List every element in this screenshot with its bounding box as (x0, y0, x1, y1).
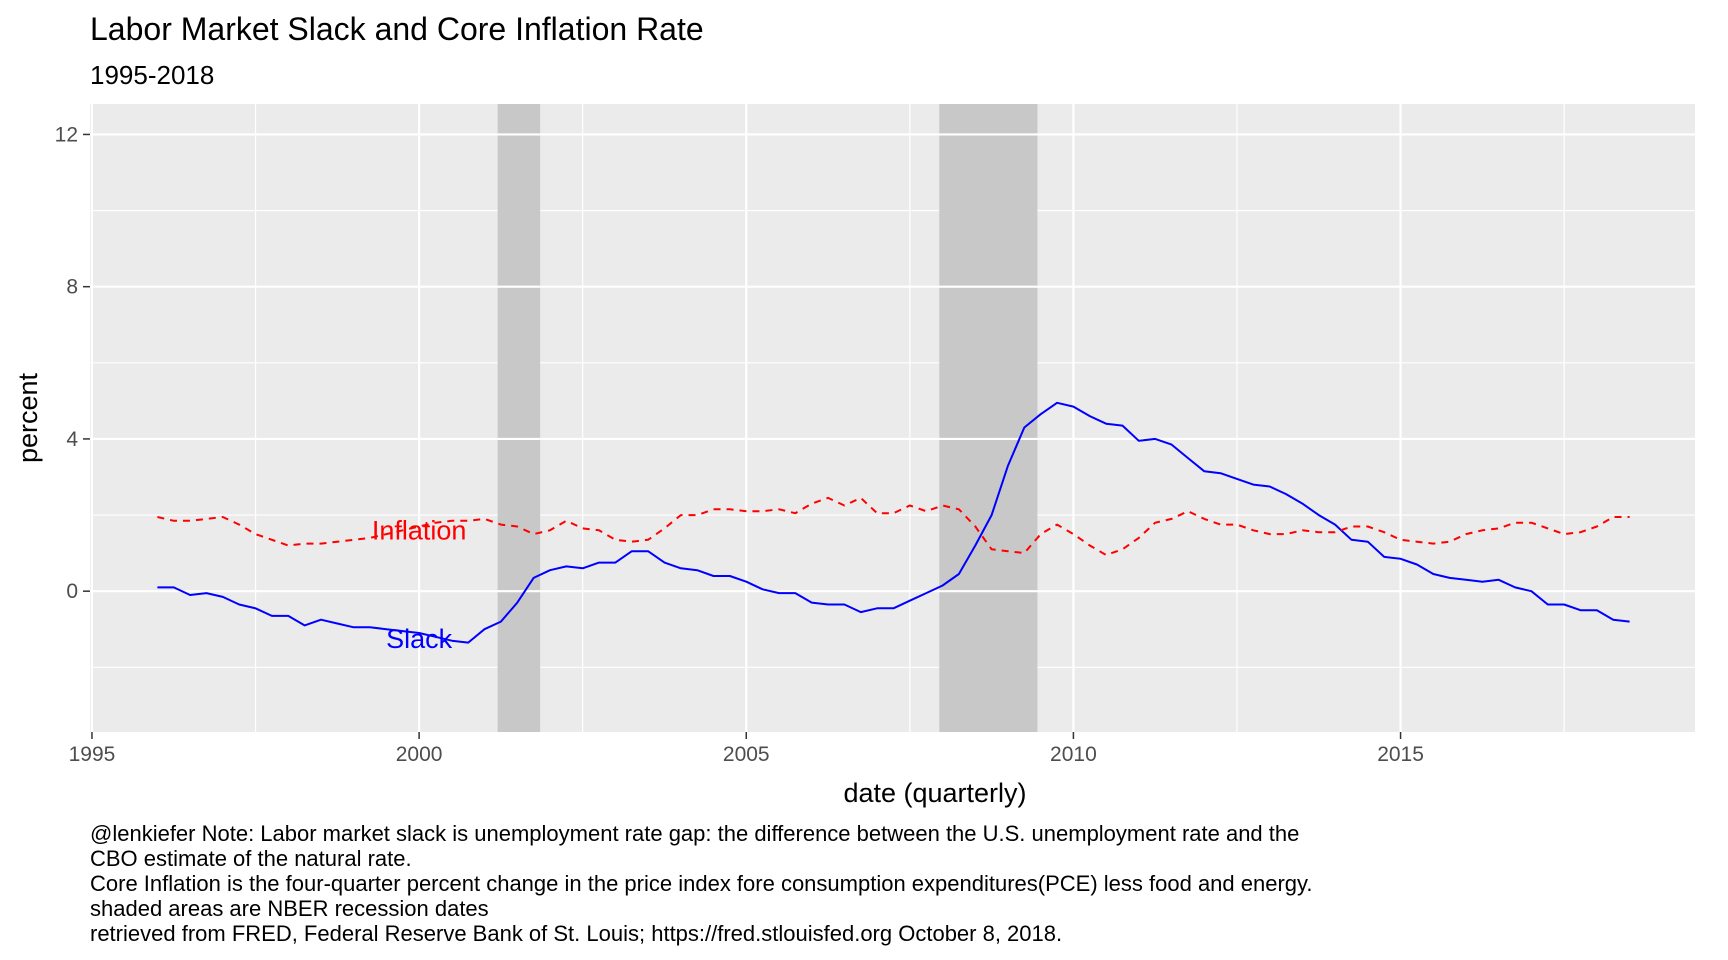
caption-line: shaded areas are NBER recession dates (90, 896, 489, 921)
series-layer (157, 401, 1630, 644)
series-labels: Slack Inflation (372, 515, 467, 653)
caption-line: Core Inflation is the four-quarter perce… (90, 871, 1313, 896)
caption-line: @lenkiefer Note: Labor market slack is u… (90, 821, 1299, 846)
series-line-slack (157, 401, 1630, 644)
recession-band (939, 104, 1038, 732)
y-axis: 0 4 8 12 (55, 123, 90, 603)
x-axis-title: date (quarterly) (843, 778, 1026, 808)
chart-subtitle: 1995-2018 (90, 60, 214, 90)
y-tick-label: 4 (66, 428, 78, 451)
recession-shading (497, 104, 1038, 732)
plot-panel (90, 104, 1695, 732)
caption-line: CBO estimate of the natural rate. (90, 846, 412, 871)
series-line-inflation (157, 496, 1630, 556)
x-axis: 1995 2000 2005 2010 2015 (69, 732, 1424, 766)
chart-caption: @lenkiefer Note: Labor market slack is u… (90, 821, 1313, 946)
recession-band (497, 104, 541, 732)
y-tick-label: 0 (66, 580, 78, 603)
caption-line: retrieved from FRED, Federal Reserve Ban… (90, 921, 1062, 946)
major-gridlines (90, 104, 1695, 732)
y-tick-label: 8 (66, 276, 78, 299)
x-tick-label: 1995 (69, 743, 116, 766)
x-tick-label: 2010 (1050, 743, 1097, 766)
series-label-slack: Slack (386, 624, 453, 654)
x-tick-label: 2015 (1377, 743, 1424, 766)
x-tick-label: 2005 (723, 743, 770, 766)
y-tick-label: 12 (55, 123, 78, 146)
minor-gridlines (90, 104, 1695, 732)
y-axis-title: percent (13, 372, 43, 463)
chart-title: Labor Market Slack and Core Inflation Ra… (90, 11, 704, 47)
series-label-inflation: Inflation (372, 515, 467, 545)
x-tick-label: 2000 (396, 743, 443, 766)
